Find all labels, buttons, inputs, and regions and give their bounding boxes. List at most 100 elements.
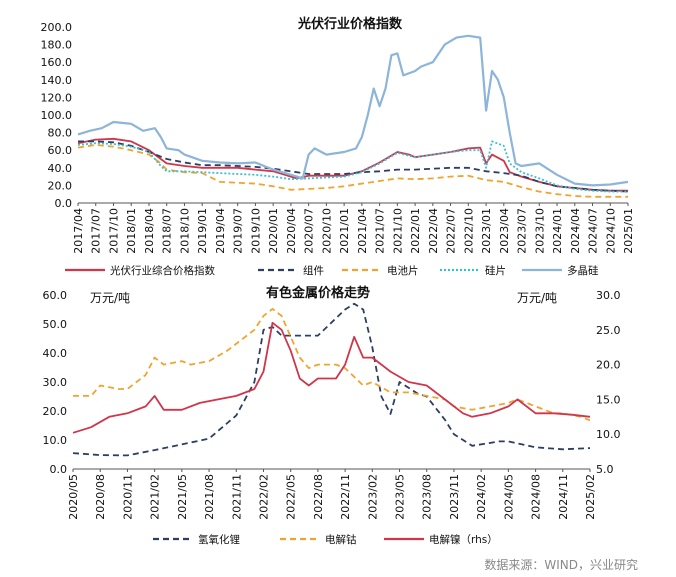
x-tick-label: 2023/10 <box>533 208 546 254</box>
x-tick-label: 2017/04 <box>72 208 85 254</box>
x-tick-label: 2022/07 <box>445 208 458 254</box>
x-tick-label: 2024/02 <box>475 474 488 520</box>
left-axis-unit: 万元/吨 <box>90 291 130 305</box>
x-tick-label: 2021/01 <box>338 208 351 254</box>
legend-label: 电解钴 <box>325 533 357 546</box>
x-tick-label: 2017/07 <box>90 208 103 254</box>
x-tick-label: 2018/01 <box>125 208 138 254</box>
x-tick-label: 2024/08 <box>530 474 543 520</box>
y-tick-label: 140.0 <box>41 74 73 87</box>
x-tick-label: 2019/01 <box>196 208 209 254</box>
x-tick-label: 2020/08 <box>94 474 107 520</box>
legend-label: 组件 <box>303 264 324 277</box>
chart-pv-price-index: 光伏行业价格指数 0.0 20.0 40.0 60.0 80.0 100.0 120.0 14… <box>41 16 636 277</box>
x-tick-label: 2021/04 <box>356 208 369 254</box>
x-tick-label: 2021/11 <box>230 474 243 520</box>
chart-title: 有色金属价格走势 <box>266 285 370 301</box>
x-tick-label: 2022/11 <box>339 474 352 520</box>
y-right-tick-label: 20.0 <box>596 359 621 372</box>
y-tick-label: 160.0 <box>41 56 73 69</box>
x-tick-label: 2020/01 <box>267 208 280 254</box>
y-tick-label: 0.0 <box>50 463 68 476</box>
y-tick-label: 120.0 <box>41 91 73 104</box>
source-note: 数据来源：WIND，兴业研究 <box>484 557 638 572</box>
x-tick-label: 2022/05 <box>285 474 298 520</box>
chart-title: 光伏行业价格指数 <box>297 16 403 32</box>
x-tick-label: 2018/04 <box>143 208 156 254</box>
x-tick-label: 2018/10 <box>178 208 191 254</box>
legend-label: 电解镍（rhs） <box>429 533 498 546</box>
legend-label: 氢氧化锂 <box>198 533 240 546</box>
x-tick-label: 2023/07 <box>516 208 529 254</box>
x-tick-label: 2020/11 <box>121 474 134 520</box>
x-tick-label: 2022/08 <box>312 474 325 520</box>
y-tick-label: 100.0 <box>41 109 73 122</box>
legend-label: 多晶硅 <box>567 264 599 277</box>
x-tick-label: 2020/04 <box>285 208 298 254</box>
series-line-电解钴 <box>73 307 591 422</box>
series-line-电解镍（rhs） <box>72 321 591 434</box>
y-tick-label: 80.0 <box>48 127 73 140</box>
y-tick-label: 60.0 <box>43 289 68 302</box>
y-right-tick-label: 25.0 <box>596 324 621 337</box>
x-tick-label: 2023/05 <box>394 474 407 520</box>
x-tick-label: 2022/10 <box>462 208 475 254</box>
y-tick-label: 0.0 <box>55 197 73 210</box>
legend-label: 硅片 <box>485 264 506 277</box>
x-tick-label: 2021/08 <box>203 474 216 520</box>
x-tick-label: 2023/04 <box>498 208 511 254</box>
x-tick-label: 2023/02 <box>366 474 379 520</box>
x-tick-label: 2024/07 <box>587 208 600 254</box>
x-tick-label: 2024/10 <box>604 208 617 254</box>
x-tick-label: 2019/04 <box>214 208 227 254</box>
y-tick-label: 10.0 <box>43 434 68 447</box>
x-tick-label: 2024/11 <box>557 474 570 520</box>
x-tick-label: 2022/01 <box>409 208 422 254</box>
series-line-硅片 <box>77 140 628 193</box>
x-tick-label: 2019/07 <box>232 208 245 254</box>
x-tick-label: 2023/08 <box>421 474 434 520</box>
x-tick-label: 2022/02 <box>257 474 270 520</box>
x-tick-label: 2025/02 <box>584 474 597 520</box>
y-right-tick-label: 5.0 <box>596 463 614 476</box>
y-tick-label: 20.0 <box>48 179 73 192</box>
legend-label: 光伏行业综合价格指数 <box>110 264 215 277</box>
x-tick-label: 2021/07 <box>374 208 387 254</box>
chart-nonferrous-metal-prices: 有色金属价格走势 万元/吨 万元/吨 0.0 10.0 20.0 30.0 40.0 50… <box>43 285 621 546</box>
y-right-tick-label: 15.0 <box>596 393 621 406</box>
x-tick-label: 2020/07 <box>303 208 316 254</box>
y-right-tick-label: 10.0 <box>596 428 621 441</box>
x-tick-label: 2021/10 <box>391 208 404 254</box>
legend: 氢氧化锂 电解钴 电解镍（rhs） <box>153 533 498 546</box>
series-line-多晶硅 <box>77 34 629 187</box>
y-tick-label: 180.0 <box>41 39 73 52</box>
x-tick-label: 2023/01 <box>480 208 493 254</box>
y-tick-label: 30.0 <box>43 376 68 389</box>
x-tick-label: 2025/01 <box>622 208 635 254</box>
legend-label: 电池片 <box>387 264 419 277</box>
x-tick-label: 2024/01 <box>551 208 564 254</box>
x-tick-label: 2017/10 <box>107 208 120 254</box>
x-tick-label: 2024/04 <box>569 208 582 254</box>
series-line-组件 <box>78 140 629 193</box>
y-tick-label: 60.0 <box>48 144 73 157</box>
x-tick-label: 2018/07 <box>161 208 174 254</box>
x-tick-label: 2020/10 <box>320 208 333 254</box>
y-tick-label: 20.0 <box>43 405 68 418</box>
x-tick-label: 2022/04 <box>427 208 440 254</box>
series-line-氢氧化锂 <box>72 302 591 457</box>
y-tick-label: 40.0 <box>43 347 68 360</box>
right-axis-unit: 万元/吨 <box>517 291 557 305</box>
y-tick-label: 200.0 <box>41 21 73 34</box>
y-tick-label: 50.0 <box>43 318 68 331</box>
x-tick-label: 2023/11 <box>448 474 461 520</box>
x-tick-label: 2019/10 <box>249 208 262 254</box>
x-tick-label: 2021/02 <box>149 474 162 520</box>
legend: 光伏行业综合价格指数 组件 电池片 硅片 多晶硅 <box>65 264 599 277</box>
x-tick-label: 2020/05 <box>67 474 80 520</box>
y-right-tick-label: 30.0 <box>596 289 621 302</box>
x-tick-label: 2021/05 <box>176 474 189 520</box>
x-tick-label: 2024/05 <box>502 474 515 520</box>
series-line-电池片 <box>77 143 628 198</box>
